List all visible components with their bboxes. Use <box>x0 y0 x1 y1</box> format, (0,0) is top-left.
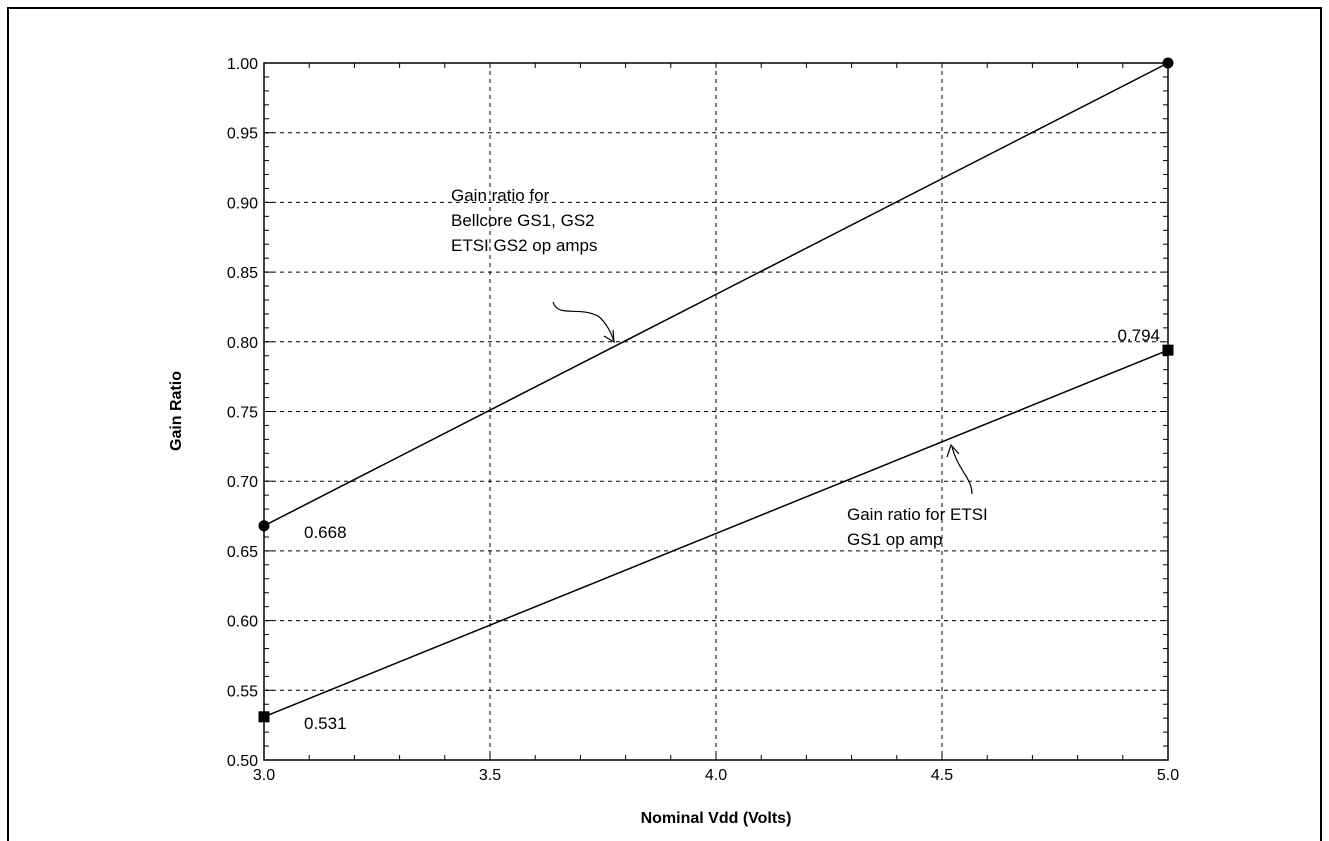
chart-plot-area: 3.0 3.5 4.0 4.5 5.0 0.50 0.55 0.60 0.65 0.70 0.75… <box>227 56 1179 784</box>
annotations: Gain ratio for Bellcore GS1, GS2 ETSI GS2 … <box>451 186 988 549</box>
data-label: 0.531 <box>304 714 347 733</box>
y-tick-label: 0.65 <box>227 544 258 561</box>
series-line-1 <box>263 62 1169 527</box>
y-tick-label: 0.85 <box>227 265 258 282</box>
data-label: 0.794 <box>1117 326 1160 345</box>
x-tick-label: 3.0 <box>253 767 275 784</box>
x-axis-ticks: 3.0 3.5 4.0 4.5 5.0 <box>253 751 1179 784</box>
y-tick-label: 1.00 <box>227 56 258 73</box>
series-1-point <box>258 520 270 532</box>
annotation-arrow-upper <box>552 301 615 343</box>
y-tick-label: 0.75 <box>227 405 258 422</box>
annotation-2-line: Gain ratio for ETSI <box>847 505 988 524</box>
series-layer <box>258 57 1174 723</box>
x-tick-label: 4.5 <box>931 767 953 784</box>
y-tick-label: 0.90 <box>227 195 258 212</box>
annotation-arrowhead-upper <box>603 329 615 344</box>
annotation-1-line: ETSI GS2 op amps <box>451 236 597 255</box>
data-labels: 0.668 0.531 0.794 <box>304 326 1160 733</box>
y-axis-ticks: 0.50 0.55 0.60 0.65 0.70 0.75 0.80 0.85 0.90 0.95… <box>227 56 273 770</box>
annotation-1-line: Bellcore GS1, GS2 <box>451 211 595 230</box>
annotation-arrow-lower <box>951 446 973 495</box>
y-tick-label: 0.70 <box>227 474 258 491</box>
x-axis-title: Nominal Vdd (Volts) <box>641 810 792 827</box>
y-tick-label: 0.80 <box>227 335 258 352</box>
grid-lines <box>264 63 1168 760</box>
annotation-arrowhead-lower <box>946 443 960 458</box>
page-border <box>7 7 1322 841</box>
annotation-1-line: Gain ratio for <box>451 186 550 205</box>
series-1-point <box>1162 57 1174 69</box>
x-tick-label: 5.0 <box>1157 767 1179 784</box>
y-tick-label: 0.55 <box>227 683 258 700</box>
x-tick-label: 4.0 <box>705 767 727 784</box>
series-2-point <box>1162 344 1174 356</box>
series-line-2 <box>263 349 1169 718</box>
series-2-point <box>258 711 270 723</box>
y-tick-label: 0.60 <box>227 614 258 631</box>
y-tick-label: 0.50 <box>227 753 258 770</box>
y-tick-label: 0.95 <box>227 126 258 143</box>
data-label: 0.668 <box>304 523 347 542</box>
y-axis-title: Gain Ratio <box>168 371 185 451</box>
x-tick-label: 3.5 <box>479 767 501 784</box>
annotation-2-line: GS1 op amp <box>847 530 942 549</box>
